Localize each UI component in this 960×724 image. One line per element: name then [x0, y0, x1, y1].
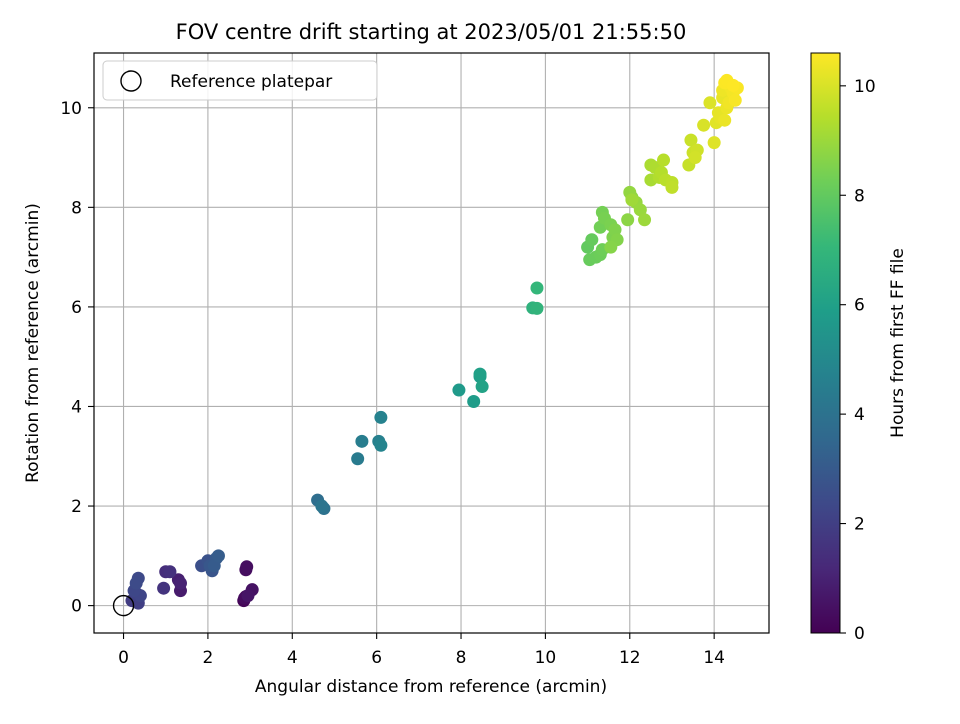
colorbar-frame: [810, 52, 841, 634]
data-point: [351, 452, 365, 466]
legend: Reference platepar: [102, 60, 378, 101]
x-tick-label: 6: [371, 648, 382, 668]
data-point: [473, 367, 487, 381]
y-tick-label: 8: [71, 198, 82, 218]
data-point: [688, 151, 702, 165]
data-point: [374, 438, 388, 452]
data-point: [703, 96, 717, 110]
data-point: [355, 434, 369, 448]
data-point: [684, 133, 698, 147]
colorbar-ticks: 0 2 4 6 8 10: [840, 77, 876, 644]
data-point: [241, 589, 255, 603]
x-tick-label: 8: [456, 648, 467, 668]
y-tick-label: 6: [71, 298, 82, 318]
y-axis-ticks: 0 2 4 6 8 10: [60, 99, 94, 617]
x-axis-ticks: 0 2 4 6 8 10 12 14: [118, 633, 725, 668]
colorbar-tick-label: 8: [854, 186, 865, 206]
legend-label-reference: Reference platepar: [170, 72, 332, 92]
data-point: [475, 380, 489, 394]
legend-box: [102, 60, 378, 101]
data-point: [621, 213, 635, 227]
y-tick-label: 10: [60, 99, 82, 119]
data-point: [163, 565, 177, 579]
x-tick-label: 0: [118, 648, 129, 668]
data-point: [467, 394, 481, 408]
y-tick-label: 4: [71, 397, 82, 417]
data-point: [530, 281, 544, 295]
data-point: [129, 576, 143, 590]
plot-frame: [93, 52, 770, 634]
y-axis-label: Rotation from reference (arcmin): [23, 203, 43, 483]
colorbar: 0 2 4 6 8 10 Hours from first FF file: [810, 52, 908, 644]
colorbar-tick-label: 0: [854, 624, 865, 644]
data-point: [585, 233, 599, 247]
reference-marker: [112, 594, 135, 617]
data-point: [633, 203, 647, 217]
data-point: [728, 93, 742, 107]
data-point: [211, 549, 225, 563]
data-point: [315, 499, 329, 513]
data-point: [452, 383, 466, 397]
data-point: [173, 576, 187, 590]
legend-marker-reference: [120, 70, 142, 92]
x-axis-label: Angular distance from reference (arcmin): [255, 677, 607, 697]
reference-platepar-point: [112, 594, 135, 617]
colorbar-gradient: [811, 53, 840, 633]
data-point: [608, 223, 622, 237]
data-point: [604, 240, 618, 254]
grid: [94, 53, 769, 633]
colorbar-label: Hours from first FF file: [888, 248, 908, 438]
colorbar-tick-label: 6: [854, 296, 865, 316]
data-point: [638, 213, 652, 227]
chart-title: FOV centre drift starting at 2023/05/01 …: [176, 20, 687, 44]
colorbar-tick-label: 2: [854, 515, 865, 535]
data-point: [718, 113, 732, 127]
data-point: [157, 581, 171, 595]
data-point: [374, 410, 388, 424]
data-point: [530, 301, 544, 315]
x-tick-label: 14: [703, 648, 725, 668]
data-point: [207, 559, 221, 573]
data-points: [125, 73, 744, 610]
data-point: [240, 560, 254, 574]
colorbar-tick-label: 4: [854, 405, 865, 425]
colorbar-tick-label: 10: [854, 77, 876, 97]
x-tick-label: 10: [535, 648, 557, 668]
data-point: [726, 78, 740, 92]
data-point: [707, 136, 721, 150]
x-tick-label: 12: [619, 648, 641, 668]
y-tick-label: 0: [71, 597, 82, 617]
data-point: [665, 180, 679, 194]
data-point: [657, 153, 671, 167]
data-point: [625, 193, 639, 207]
x-tick-label: 2: [202, 648, 213, 668]
data-point: [697, 118, 711, 132]
x-tick-label: 4: [287, 648, 298, 668]
y-tick-label: 2: [71, 497, 82, 517]
